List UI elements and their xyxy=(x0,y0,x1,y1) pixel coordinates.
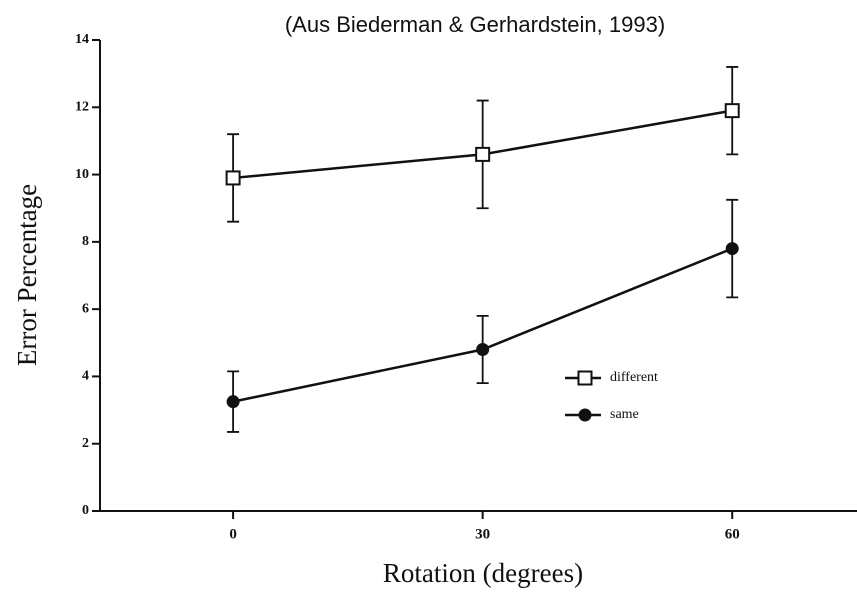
y-axis-label: Error Percentage xyxy=(12,184,42,366)
x-tick-label: 0 xyxy=(229,526,237,542)
data-point xyxy=(226,395,240,409)
chart-title: (Aus Biederman & Gerhardstein, 1993) xyxy=(285,12,665,37)
legend-marker xyxy=(578,408,592,422)
x-tick-label: 60 xyxy=(725,526,740,542)
x-axis-label: Rotation (degrees) xyxy=(383,558,583,588)
y-tick-label: 8 xyxy=(82,234,89,249)
data-point xyxy=(225,170,241,186)
y-tick-label: 0 xyxy=(82,503,89,518)
x-tick-label: 30 xyxy=(475,526,490,542)
legend-label: same xyxy=(610,407,639,422)
y-tick-label: 6 xyxy=(82,301,89,316)
y-tick-label: 4 xyxy=(82,369,89,384)
data-point xyxy=(724,103,740,119)
data-point xyxy=(476,343,490,357)
y-tick-label: 12 xyxy=(75,100,89,115)
y-tick-label: 2 xyxy=(82,436,89,451)
legend-marker xyxy=(577,370,593,386)
legend-label: different xyxy=(610,370,658,385)
y-tick-label: 14 xyxy=(75,32,89,47)
data-point xyxy=(725,242,739,256)
y-tick-label: 10 xyxy=(75,167,89,182)
data-point xyxy=(475,146,491,162)
